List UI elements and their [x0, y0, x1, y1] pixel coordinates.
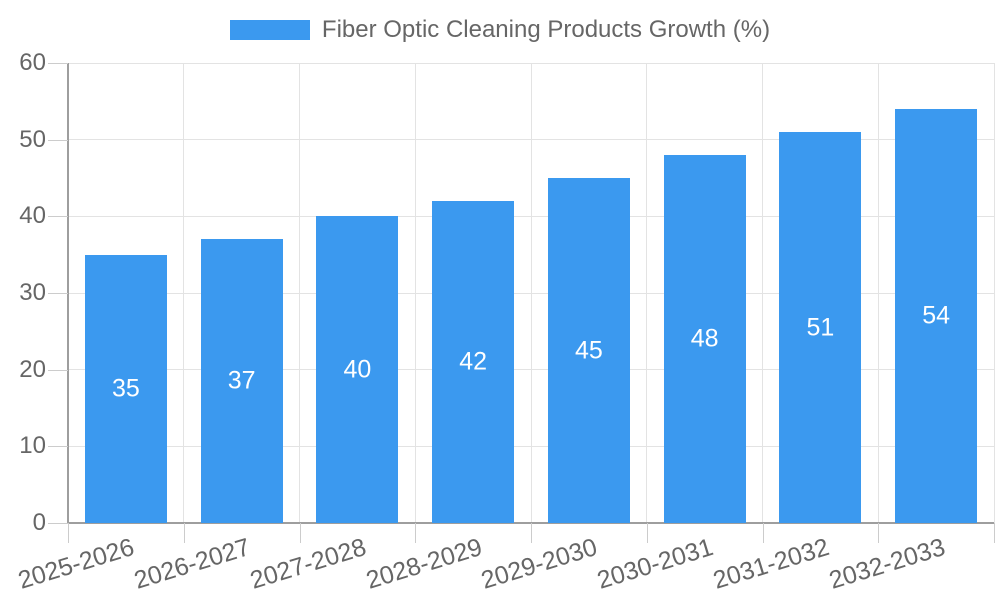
y-axis-tick-label: 60: [19, 49, 46, 76]
y-tick-mark: [48, 293, 68, 294]
bar[interactable]: 37: [200, 239, 283, 523]
v-gridline: [993, 63, 995, 523]
y-axis-line: [67, 63, 69, 523]
y-axis-tick-label: 50: [19, 125, 46, 153]
plot-area: 35 37 40 42 45 48 51 54: [67, 62, 995, 524]
x-axis-tick-label: 2030-2031: [593, 533, 717, 595]
x-tick-mark: [299, 523, 301, 543]
legend-item[interactable]: Fiber Optic Cleaning Products Growth (%): [229, 16, 771, 44]
x-tick-mark: [762, 523, 764, 543]
v-gridline: [877, 63, 879, 523]
bar[interactable]: 45: [547, 178, 630, 523]
bar[interactable]: 54: [895, 109, 978, 523]
legend: Fiber Optic Cleaning Products Growth (%): [0, 16, 1000, 44]
v-gridline: [183, 63, 185, 523]
y-tick-mark: [48, 63, 68, 64]
x-axis-tick-label: 2027-2028: [246, 533, 370, 595]
x-axis-tick-label: 2029-2030: [478, 533, 601, 595]
x-tick-mark: [878, 523, 880, 543]
x-tick-mark: [531, 523, 532, 543]
bar-value-label: 48: [690, 324, 719, 353]
bar-value-label: 40: [343, 355, 372, 384]
bar-value-label: 54: [922, 301, 951, 330]
bar-value-label: 35: [111, 374, 140, 403]
y-tick-mark: [48, 139, 68, 141]
legend-label: Fiber Optic Cleaning Products Growth (%): [321, 16, 771, 43]
y-axis-tick-label: 40: [19, 202, 46, 230]
x-tick-mark: [994, 523, 995, 543]
y-tick-mark: [48, 216, 68, 218]
bar[interactable]: 42: [432, 201, 515, 523]
bar[interactable]: 40: [316, 216, 399, 523]
x-axis-tick-label: 2031-2032: [709, 533, 833, 595]
x-tick-mark: [68, 523, 69, 543]
v-gridline: [762, 63, 763, 523]
bar[interactable]: 48: [663, 155, 746, 523]
x-axis-tick-label: 2025-2026: [15, 533, 138, 595]
bar-value-label: 37: [227, 366, 256, 395]
y-axis-tick-label: 20: [19, 355, 46, 383]
v-gridline: [299, 63, 300, 523]
y-tick-mark: [48, 523, 68, 524]
v-gridline: [414, 63, 416, 523]
x-tick-mark: [646, 523, 648, 543]
x-axis-tick-label: 2032-2033: [825, 533, 949, 595]
y-axis-tick-label: 0: [32, 509, 46, 536]
x-axis-tick-label: 2028-2029: [362, 533, 486, 595]
x-tick-mark: [415, 523, 417, 543]
bar-value-label: 45: [574, 336, 603, 364]
bar-value-label: 42: [459, 347, 488, 376]
y-tick-mark: [48, 369, 68, 371]
y-tick-mark: [48, 446, 68, 448]
v-gridline: [646, 63, 648, 523]
x-axis-tick-label: 2026-2027: [130, 533, 254, 595]
bar[interactable]: 51: [779, 132, 862, 523]
bar-value-label: 51: [806, 313, 835, 341]
bar[interactable]: 35: [84, 254, 167, 523]
y-axis-tick-label: 30: [19, 279, 46, 306]
x-tick-mark: [183, 523, 185, 543]
legend-swatch-icon: [229, 20, 310, 40]
y-axis-tick-label: 10: [19, 432, 46, 460]
v-gridline: [530, 63, 532, 523]
